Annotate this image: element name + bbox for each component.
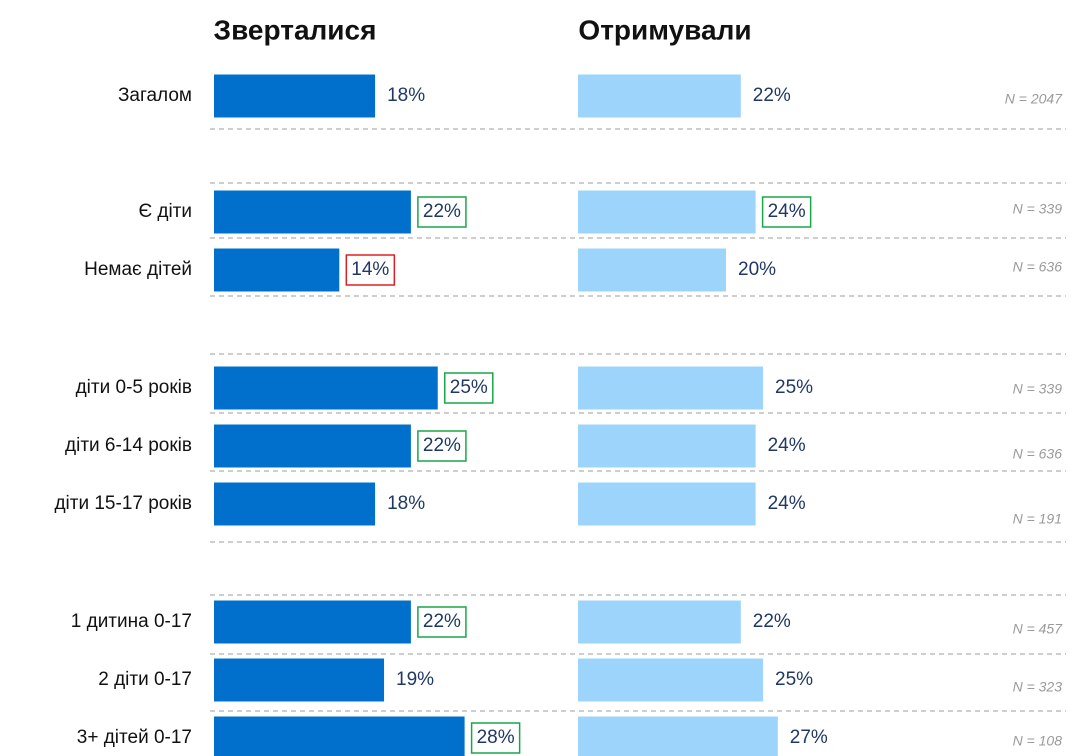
category-label: Є діти: [138, 201, 192, 222]
bar: [214, 366, 438, 410]
bar: [214, 716, 465, 756]
panel-title: Зверталися: [214, 14, 377, 45]
value-label: 24%: [768, 493, 806, 514]
bar: [214, 424, 411, 468]
sample-size: N = 457: [1013, 621, 1064, 637]
category-label: діти 15-17 років: [54, 493, 192, 514]
bar: [214, 600, 411, 644]
panel-title: Отримували: [578, 14, 751, 45]
highlight-box: [761, 196, 812, 228]
bar: [578, 248, 726, 292]
bar: [214, 482, 376, 526]
value-label: 22%: [753, 85, 791, 106]
category-label: діти 0-5 років: [76, 377, 192, 398]
bar: [214, 190, 411, 234]
sample-size: N = 108: [1013, 733, 1063, 749]
value-label: 25%: [775, 669, 813, 690]
bar: [578, 424, 756, 468]
bar: [214, 658, 385, 702]
bar: [214, 248, 340, 292]
value-label: 20%: [738, 259, 776, 280]
sample-size: N = 191: [1013, 511, 1062, 527]
value-label: 25%: [775, 377, 813, 398]
value-label: 22%: [423, 201, 461, 222]
bar: [578, 658, 763, 702]
bar: [578, 600, 741, 644]
bar: [578, 74, 741, 118]
value-label: 19%: [396, 669, 434, 690]
highlight-box: [417, 606, 467, 638]
sample-size: N = 636: [1013, 259, 1063, 275]
category-label: Загалом: [118, 85, 192, 106]
highlight-box: [417, 196, 467, 228]
highlight-box: [444, 372, 494, 404]
highlight-box: [417, 430, 467, 462]
value-label: 24%: [768, 435, 806, 456]
value-label: 14%: [351, 259, 389, 280]
bar: [214, 74, 376, 118]
value-label: 22%: [423, 611, 461, 632]
value-label: 28%: [477, 727, 515, 748]
category-label: 2 діти 0-17: [98, 669, 192, 690]
sample-size: N = 636: [1013, 446, 1063, 462]
value-label: 22%: [753, 611, 791, 632]
category-label: 1 дитина 0-17: [71, 611, 192, 632]
sample-size: N = 339: [1013, 201, 1063, 217]
bar: [578, 482, 756, 526]
value-label: 27%: [790, 727, 828, 748]
bar: [578, 366, 763, 410]
value-label: 22%: [423, 435, 461, 456]
value-label: 18%: [387, 85, 425, 106]
sample-size: N = 339: [1013, 381, 1063, 397]
highlight-box: [345, 254, 396, 286]
value-label: 24%: [768, 201, 806, 222]
sample-size: N = 323: [1013, 679, 1063, 695]
value-label: 18%: [387, 493, 425, 514]
highlight-box: [470, 722, 521, 754]
bar: [578, 190, 756, 234]
value-label: 25%: [450, 377, 488, 398]
sample-size: N = 2047: [1005, 91, 1063, 107]
category-label: Немає дітей: [84, 259, 192, 280]
bar: [578, 716, 778, 756]
category-label: діти 6-14 років: [65, 435, 192, 456]
category-label: 3+ дітей 0-17: [77, 727, 192, 748]
